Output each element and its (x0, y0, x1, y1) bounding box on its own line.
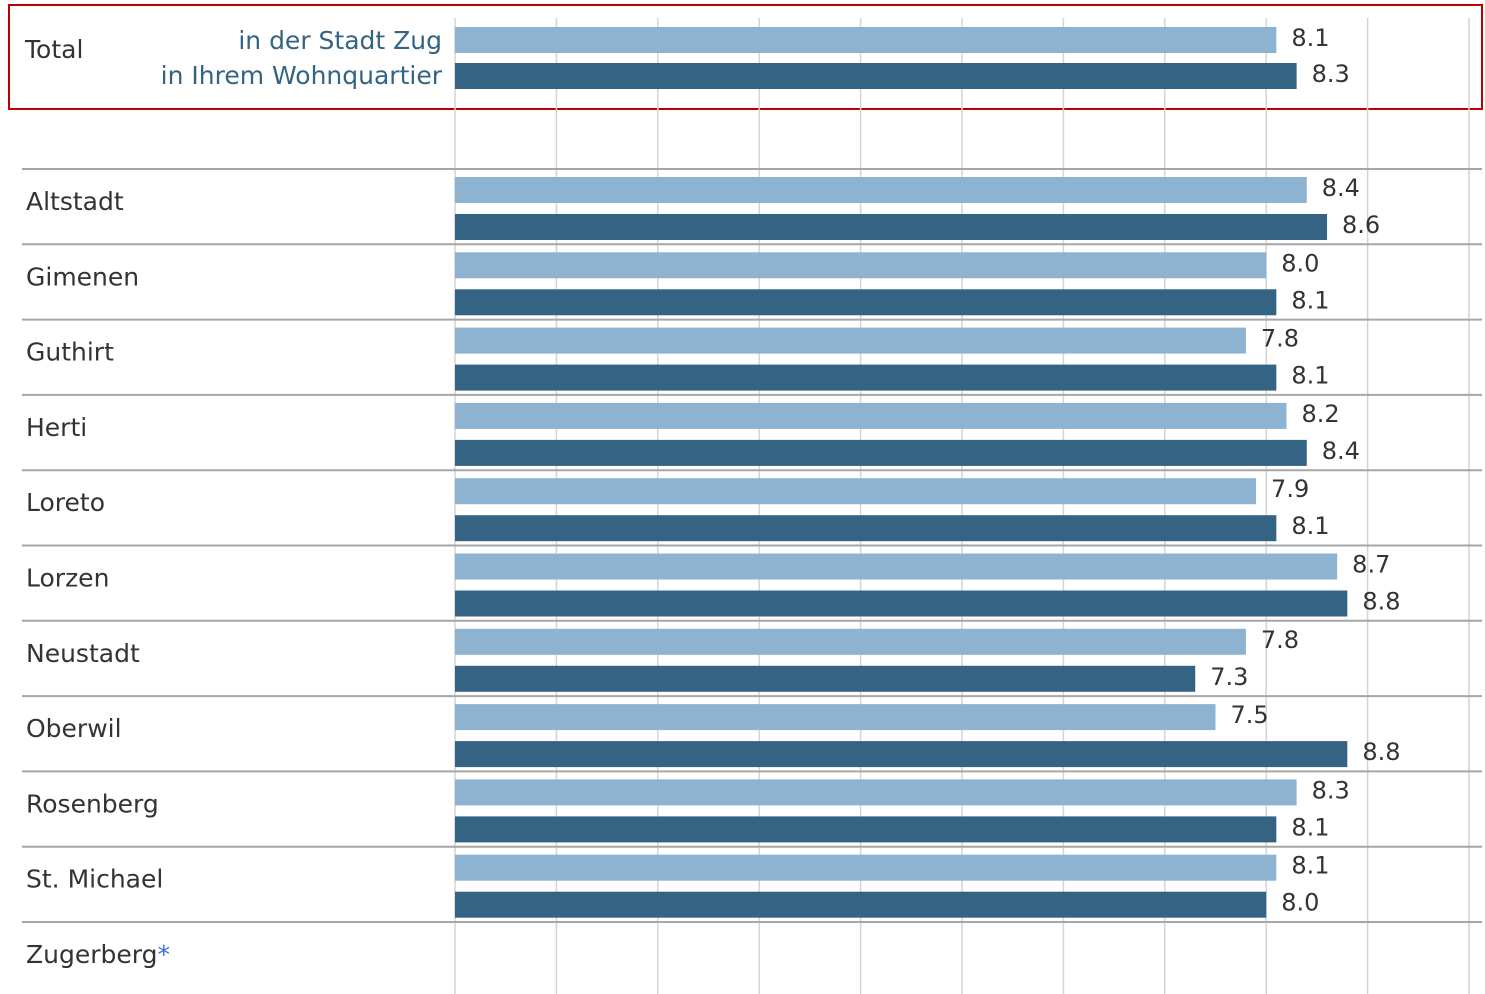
category-text: Guthirt (26, 338, 114, 367)
bar (455, 553, 1338, 580)
bar (455, 327, 1246, 354)
bar (455, 628, 1246, 655)
category-text: Oberwil (26, 714, 122, 743)
bar (455, 177, 1307, 203)
category-text: Lorzen (26, 564, 109, 593)
value-label: 7.5 (1231, 701, 1269, 729)
value-label: 8.1 (1291, 512, 1329, 540)
value-label: 8.1 (1291, 362, 1329, 390)
bar (455, 478, 1257, 505)
category-label: Altstadt (26, 187, 124, 216)
value-label: 8.0 (1281, 249, 1319, 277)
bar (455, 402, 1287, 429)
bar (455, 364, 1277, 391)
footnote-marker: * (157, 940, 170, 969)
category-label: Rosenberg (26, 789, 159, 818)
value-label: 8.3 (1312, 776, 1350, 804)
category-text: Neustadt (26, 639, 140, 668)
bar (455, 779, 1297, 806)
value-label: 8.2 (1301, 400, 1339, 428)
category-text: Gimenen (26, 262, 139, 291)
bar (455, 816, 1277, 843)
category-text: Zugerberg (26, 940, 157, 969)
value-label: 8.7 (1352, 551, 1390, 579)
legend-label: in Ihrem Wohnquartier (161, 61, 443, 90)
category-label: Zugerberg* (26, 940, 170, 969)
value-label: 7.9 (1271, 475, 1309, 503)
value-label: 7.8 (1261, 325, 1299, 353)
value-label: 8.1 (1291, 286, 1329, 314)
category-label: Lorzen (26, 564, 109, 593)
value-label: 8.4 (1322, 174, 1360, 202)
value-label: 8.8 (1362, 588, 1400, 616)
bar (455, 590, 1348, 617)
highlight-box (8, 4, 1483, 110)
bar (455, 891, 1267, 918)
value-label: 8.8 (1362, 738, 1400, 766)
bar (455, 704, 1216, 731)
category-label: Herti (26, 413, 87, 442)
value-label: 8.1 (1291, 813, 1329, 841)
category-text: Rosenberg (26, 789, 159, 818)
category-label: Total (24, 35, 83, 64)
value-label: 8.6 (1342, 211, 1380, 239)
bar (455, 515, 1277, 542)
bar (455, 665, 1196, 692)
bar (455, 214, 1328, 240)
category-text: Altstadt (26, 187, 124, 216)
value-label: 8.0 (1281, 889, 1319, 917)
category-label: St. Michael (26, 865, 163, 894)
bar (455, 27, 1277, 53)
category-label: Loreto (26, 488, 105, 517)
bar (455, 741, 1348, 768)
value-label: 8.1 (1291, 24, 1329, 52)
bar (455, 439, 1307, 466)
value-label: 8.4 (1322, 437, 1360, 465)
category-text: Loreto (26, 488, 105, 517)
value-label: 8.1 (1291, 852, 1329, 880)
category-label: Neustadt (26, 639, 140, 668)
category-label: Guthirt (26, 338, 114, 367)
value-label: 7.3 (1210, 663, 1248, 691)
category-label: Gimenen (26, 262, 139, 291)
value-label: 7.8 (1261, 626, 1299, 654)
category-text: St. Michael (26, 865, 163, 894)
legend-label: in der Stadt Zug (238, 26, 442, 55)
bar (455, 63, 1297, 89)
category-text: Herti (26, 413, 87, 442)
value-label: 8.3 (1312, 60, 1350, 88)
bar (455, 252, 1267, 279)
bar (455, 854, 1277, 881)
category-text: Total (24, 35, 83, 64)
bar (455, 289, 1277, 316)
category-label: Oberwil (26, 714, 122, 743)
